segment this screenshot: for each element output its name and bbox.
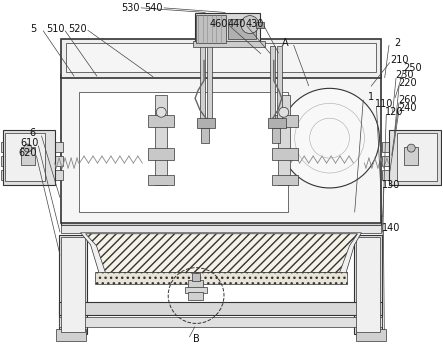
Bar (1, 170, 62, 180)
Bar (354, 235, 382, 334)
Bar (277, 46, 282, 125)
Text: 520: 520 (68, 24, 87, 34)
Bar (268, 118, 286, 128)
Bar (96, 271, 346, 283)
Text: 6: 6 (30, 128, 36, 138)
Bar (61, 38, 381, 78)
Text: 120: 120 (385, 107, 404, 117)
Bar (56, 329, 85, 341)
Bar (61, 225, 381, 233)
Text: 620: 620 (19, 148, 37, 158)
Bar (228, 19, 256, 38)
Bar (272, 128, 280, 143)
Bar (389, 130, 441, 185)
Bar (5, 133, 45, 181)
Polygon shape (81, 233, 361, 277)
Bar (1, 142, 62, 152)
Bar (185, 287, 207, 293)
Bar (200, 46, 205, 125)
Bar (148, 115, 174, 127)
Circle shape (24, 144, 32, 152)
Bar (207, 46, 212, 125)
Text: 230: 230 (395, 70, 413, 80)
Bar (1, 156, 62, 166)
Bar (78, 92, 288, 212)
Text: 210: 210 (390, 55, 408, 65)
Circle shape (156, 107, 166, 117)
Bar (201, 128, 209, 143)
Text: 220: 220 (398, 78, 416, 88)
Bar (272, 115, 298, 127)
Bar (272, 148, 298, 160)
Polygon shape (85, 234, 358, 273)
Bar (58, 301, 382, 316)
Text: 250: 250 (403, 64, 422, 73)
Circle shape (241, 16, 259, 34)
Bar (272, 175, 298, 185)
Text: 510: 510 (47, 24, 65, 34)
Bar (197, 118, 215, 128)
Bar (192, 273, 200, 281)
Text: 610: 610 (20, 138, 39, 148)
Text: 110: 110 (375, 99, 393, 109)
Bar (195, 13, 260, 44)
Circle shape (279, 107, 289, 117)
Text: 460: 460 (210, 19, 228, 29)
Text: 2: 2 (394, 37, 400, 48)
Circle shape (280, 88, 379, 188)
Text: B: B (193, 334, 199, 345)
Bar (278, 95, 290, 185)
Bar (357, 237, 381, 333)
Text: 1: 1 (368, 92, 374, 102)
Bar (21, 147, 35, 165)
Text: A: A (281, 37, 288, 48)
Text: 140: 140 (382, 223, 400, 233)
Text: 260: 260 (398, 95, 416, 105)
Bar (382, 170, 442, 180)
Bar (155, 95, 167, 185)
Bar (58, 235, 86, 334)
Text: 5: 5 (31, 24, 37, 34)
Bar (382, 142, 442, 152)
Circle shape (407, 144, 415, 152)
Bar (188, 292, 203, 299)
Bar (148, 175, 174, 185)
Bar (61, 76, 381, 223)
Text: 540: 540 (144, 3, 163, 13)
Bar (357, 329, 386, 341)
Bar (148, 148, 174, 160)
Text: 530: 530 (121, 3, 140, 13)
Bar (196, 14, 226, 42)
Bar (61, 215, 381, 225)
Text: 440: 440 (228, 19, 246, 29)
Text: 130: 130 (382, 180, 400, 190)
Bar (193, 41, 265, 47)
Bar (3, 130, 54, 185)
Bar (61, 237, 85, 333)
Bar (404, 147, 418, 165)
Bar (58, 317, 382, 327)
Text: 240: 240 (398, 103, 416, 113)
Bar (256, 22, 264, 28)
Bar (397, 133, 437, 181)
Bar (270, 46, 275, 125)
Bar (66, 42, 377, 72)
Text: 430: 430 (246, 19, 264, 29)
Bar (188, 280, 203, 288)
Bar (382, 156, 442, 166)
